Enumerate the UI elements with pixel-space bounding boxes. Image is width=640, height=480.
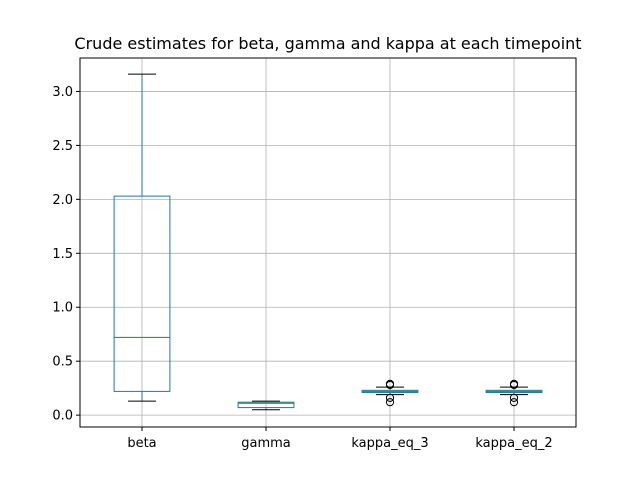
y-tick-label: 3.0 — [52, 85, 73, 100]
x-tick-label: beta — [127, 436, 156, 451]
plot-frame — [79, 57, 577, 428]
outlier-point — [509, 393, 519, 402]
outlier-point — [385, 398, 395, 407]
outlier-point — [385, 379, 395, 388]
y-tick-label: 1.5 — [52, 247, 73, 262]
box-group-beta — [113, 73, 171, 402]
y-tick-label: 1.0 — [52, 301, 73, 316]
box-group-kappa_eq_3 — [361, 379, 419, 407]
y-tick-label: 0.5 — [52, 355, 73, 370]
box-group-gamma — [237, 400, 295, 411]
y-tick-label: 0.0 — [52, 409, 73, 424]
outlier-point — [385, 393, 395, 402]
x-tick-label: kappa_eq_3 — [351, 436, 428, 451]
outlier-point — [509, 379, 519, 388]
chart-title: Crude estimates for beta, gamma and kapp… — [74, 34, 581, 53]
y-tick-label: 2.0 — [52, 193, 73, 208]
box — [113, 195, 171, 392]
box — [237, 401, 295, 409]
outlier-point — [509, 398, 519, 407]
boxes — [113, 73, 543, 411]
x-tick-label: gamma — [241, 436, 291, 451]
x-tick-label: kappa_eq_2 — [475, 436, 552, 451]
y-tick-label: 2.5 — [52, 139, 73, 154]
axes: 0.0 0.5 1.0 1.5 2.0 2.5 3.0 beta gamma kappa_eq_3… — [52, 85, 552, 451]
box-group-kappa_eq_2 — [485, 379, 543, 407]
grid — [80, 58, 576, 427]
